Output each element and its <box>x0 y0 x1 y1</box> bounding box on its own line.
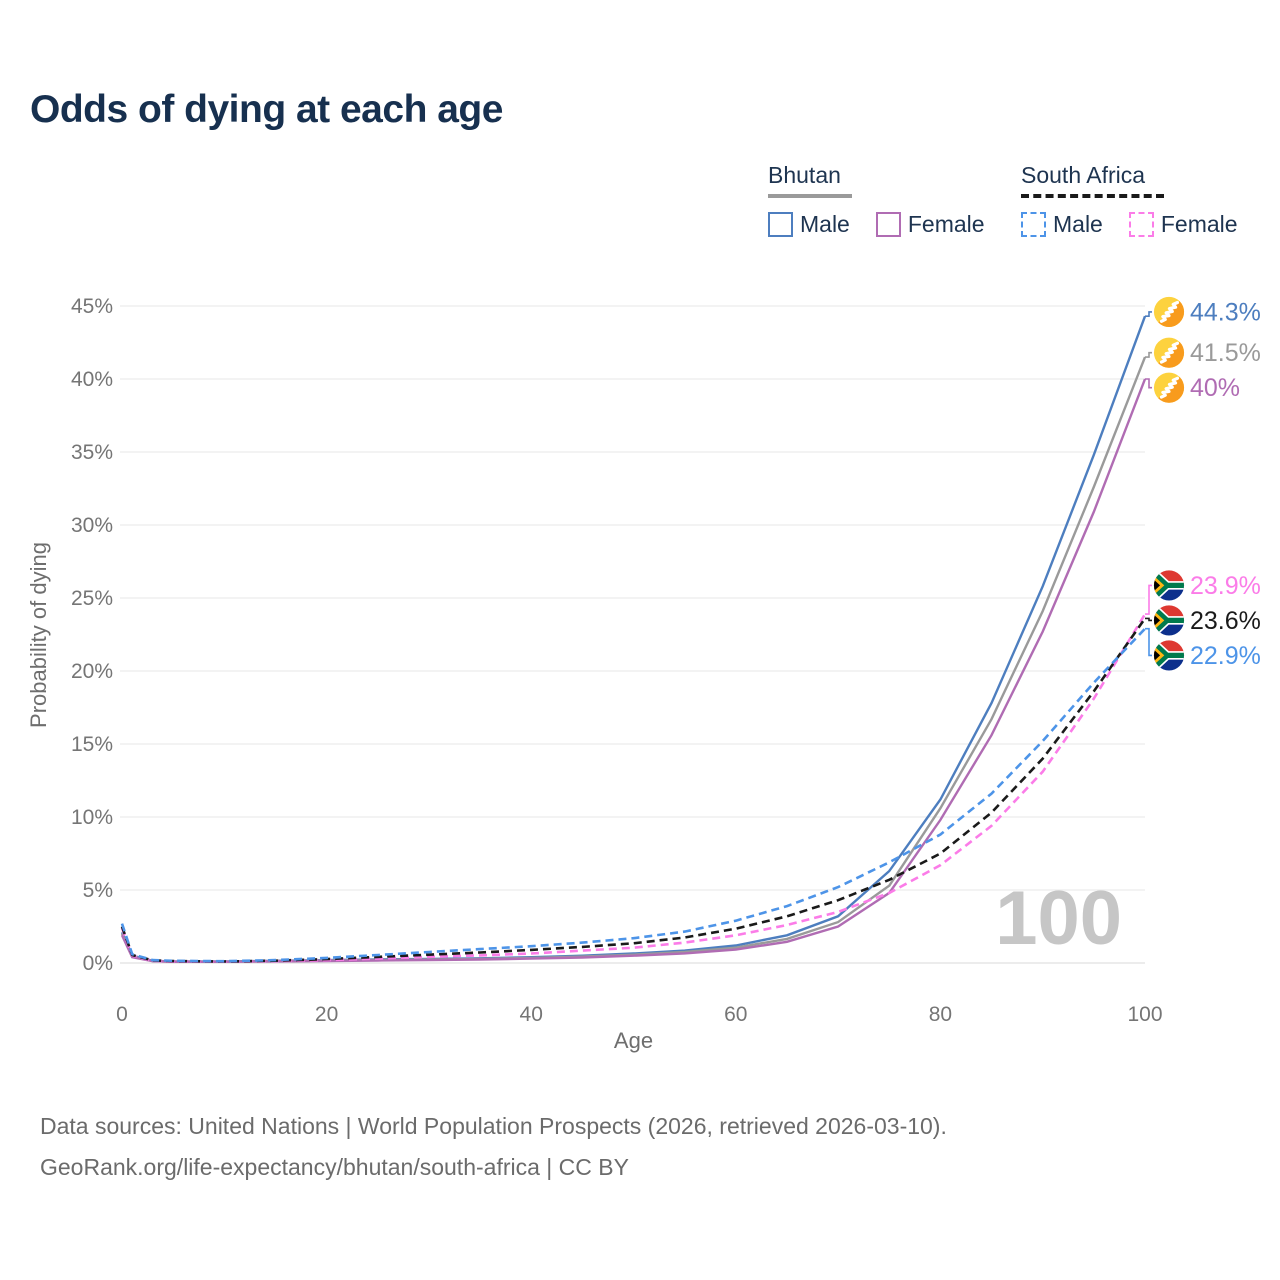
x-tick-label: 0 <box>116 1003 128 1026</box>
legend-group-south-africa: South Africa Male Female <box>1021 162 1238 238</box>
label-connector <box>1145 627 1152 657</box>
legend-item-south-africa-male[interactable]: Male <box>1021 211 1103 238</box>
hovered-age-watermark: 100 <box>995 876 1122 961</box>
x-tick-label: 60 <box>724 1003 747 1026</box>
end-label-south-africa-female[interactable]: 23.9% <box>1145 569 1261 615</box>
y-axis-title: Probability of dying <box>26 542 51 728</box>
south-africa-female-swatch-icon <box>1128 212 1154 237</box>
legend-item-label: Male <box>800 211 850 237</box>
y-tick-label: 45% <box>71 295 113 318</box>
legend-item-label: Female <box>1160 211 1238 237</box>
plot-area[interactable] <box>120 300 1145 965</box>
bhutan-flag-icon <box>1153 337 1185 369</box>
end-label-bhutan-both-sexes[interactable]: 41.5% <box>1145 337 1261 369</box>
y-tick-label: 20% <box>71 660 113 683</box>
end-label-bhutan-male[interactable]: 44.3% <box>1145 296 1261 328</box>
label-connector <box>1145 351 1152 358</box>
series-lines <box>120 315 1147 964</box>
legend-country-bhutan[interactable]: Bhutan <box>768 162 852 198</box>
bhutan-line-sample <box>768 194 852 198</box>
label-connector <box>1145 311 1152 317</box>
gridlines <box>120 305 1145 964</box>
footer: Data sources: United Nations | World Pop… <box>40 1106 947 1188</box>
label-connector <box>1145 584 1152 615</box>
series-south-africa-male-line[interactable] <box>120 627 1146 963</box>
y-tick-label: 10% <box>71 806 113 829</box>
end-value-label: 41.5% <box>1190 339 1261 367</box>
end-value-label: 23.9% <box>1190 572 1261 600</box>
bhutan-female-swatch-icon <box>875 212 901 237</box>
x-tick-label: 80 <box>929 1003 952 1026</box>
y-tick-label: 25% <box>71 587 113 610</box>
end-label-south-africa-male[interactable]: 22.9% <box>1145 627 1261 672</box>
y-tick-label: 35% <box>71 441 113 464</box>
x-axis-title: Age <box>614 1028 653 1053</box>
y-tick-label: 0% <box>83 952 113 975</box>
legend-country-label: South Africa <box>1021 162 1146 188</box>
south-africa-flag-icon <box>1152 604 1186 636</box>
legend-group-bhutan: Bhutan Male Female <box>768 162 985 238</box>
y-tick-label: 40% <box>71 368 113 391</box>
legend-item-bhutan-male[interactable]: Male <box>768 211 850 238</box>
legend-item-south-africa-female[interactable]: Female <box>1128 211 1238 238</box>
bhutan-flag-icon <box>1153 372 1185 404</box>
axis-labels: 0% 5% 10% 15% 20% 25% 30% 35% 40% 45% 0 20 40 60 80 100… <box>26 295 1163 1053</box>
end-label-south-africa-both-sexes[interactable]: 23.6% <box>1145 604 1261 636</box>
end-value-label: 44.3% <box>1190 298 1261 326</box>
y-tick-label: 30% <box>71 514 113 537</box>
south-africa-line-sample <box>1021 194 1164 198</box>
end-value-label: 22.9% <box>1190 642 1261 670</box>
label-connector <box>1145 617 1152 622</box>
bhutan-flag-icon <box>1153 296 1185 328</box>
end-labels: 44.3% 41.5% 40% 23.9% 23.6% 22.9% <box>1145 296 1261 672</box>
legend-item-label: Female <box>907 211 985 237</box>
bhutan-male-swatch-icon <box>768 212 793 237</box>
label-connector <box>1145 378 1152 389</box>
legend-item-bhutan-female[interactable]: Female <box>875 211 985 238</box>
south-africa-flag-icon <box>1152 639 1186 671</box>
south-africa-flag-icon <box>1152 569 1186 601</box>
legend-country-south-africa[interactable]: South Africa <box>1021 162 1164 198</box>
end-value-label: 23.6% <box>1190 607 1261 635</box>
x-tick-label: 100 <box>1127 1003 1162 1026</box>
end-value-label: 40% <box>1190 374 1240 402</box>
x-tick-label: 40 <box>520 1003 543 1026</box>
end-label-bhutan-female[interactable]: 40% <box>1145 372 1240 404</box>
legend-item-label: Male <box>1053 211 1103 237</box>
y-tick-label: 5% <box>83 879 113 902</box>
data-sources-line: Data sources: United Nations | World Pop… <box>40 1113 947 1139</box>
y-tick-label: 15% <box>71 733 113 756</box>
south-africa-male-swatch-icon <box>1021 212 1046 237</box>
attribution-line: GeoRank.org/life-expectancy/bhutan/south… <box>40 1154 629 1180</box>
x-tick-label: 20 <box>315 1003 338 1026</box>
legend-country-label: Bhutan <box>768 162 841 188</box>
page-title: Odds of dying at each age <box>30 88 503 131</box>
